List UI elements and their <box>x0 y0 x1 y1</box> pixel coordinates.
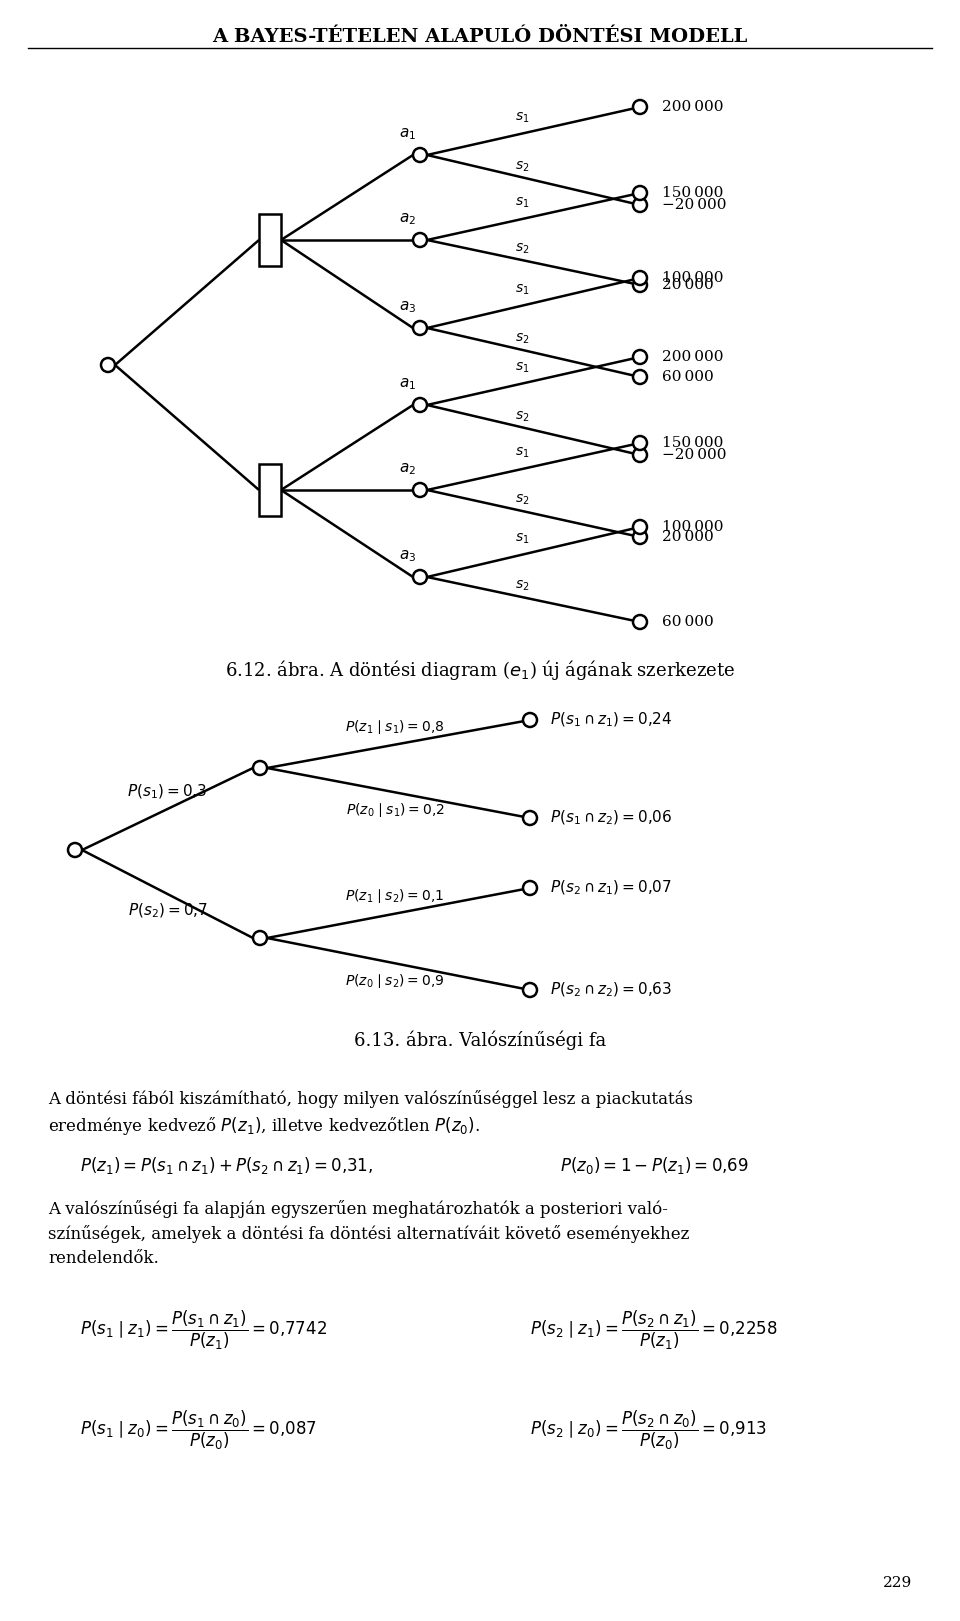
Text: $s_1$: $s_1$ <box>515 446 529 460</box>
Circle shape <box>413 399 427 412</box>
Circle shape <box>101 358 115 371</box>
Text: $a_3$: $a_3$ <box>398 548 416 564</box>
Text: 150 000: 150 000 <box>662 436 724 451</box>
Circle shape <box>633 520 647 533</box>
Text: $P(s_2 \mid z_1) = \dfrac{P(s_2 \cap z_1)}{P(z_1)} = 0{,}2258$: $P(s_2 \mid z_1) = \dfrac{P(s_2 \cap z_1… <box>530 1308 778 1352</box>
Text: $a_1$: $a_1$ <box>399 376 416 392</box>
Text: 100 000: 100 000 <box>662 520 724 533</box>
Circle shape <box>413 483 427 498</box>
Text: $s_2$: $s_2$ <box>515 410 529 425</box>
Circle shape <box>413 148 427 162</box>
Text: $P(z_0 \mid s_1) = 0{,}2$: $P(z_0 \mid s_1) = 0{,}2$ <box>346 801 444 819</box>
Circle shape <box>633 436 647 451</box>
Text: A valószínűségi fa alapján egyszerűen meghatározhatók a posteriori való-: A valószínűségi fa alapján egyszerűen me… <box>48 1200 668 1217</box>
Circle shape <box>523 810 537 825</box>
Text: 229: 229 <box>883 1576 912 1590</box>
Circle shape <box>633 614 647 629</box>
Text: rendelendők.: rendelendők. <box>48 1250 158 1268</box>
Text: 6.13. ábra. Valószínűségi fa: 6.13. ábra. Valószínűségi fa <box>354 1031 606 1050</box>
Circle shape <box>633 277 647 292</box>
Text: 200 000: 200 000 <box>662 350 724 365</box>
Text: 60 000: 60 000 <box>662 370 713 384</box>
Circle shape <box>633 447 647 462</box>
Circle shape <box>413 321 427 336</box>
Text: $a_3$: $a_3$ <box>398 300 416 314</box>
Text: $s_2$: $s_2$ <box>515 159 529 173</box>
Text: eredménye kedvező $P(z_1)$, illetve kedvezőtlen $P(z_0)$.: eredménye kedvező $P(z_1)$, illetve kedv… <box>48 1115 480 1136</box>
Text: 20 000: 20 000 <box>662 277 713 292</box>
Circle shape <box>633 530 647 545</box>
Bar <box>259 214 281 266</box>
Text: $s_1$: $s_1$ <box>515 360 529 374</box>
Circle shape <box>68 843 82 858</box>
Text: $P(z_1 \mid s_2) = 0{,}1$: $P(z_1 \mid s_2) = 0{,}1$ <box>346 887 444 905</box>
Text: $P(s_1) = 0{,}3$: $P(s_1) = 0{,}3$ <box>128 783 207 801</box>
Circle shape <box>633 271 647 285</box>
Text: $P(s_2 \mid z_0) = \dfrac{P(s_2 \cap z_0)}{P(z_0)} = 0{,}913$: $P(s_2 \mid z_0) = \dfrac{P(s_2 \cap z_0… <box>530 1409 767 1451</box>
Text: $a_1$: $a_1$ <box>399 126 416 143</box>
Text: $s_1$: $s_1$ <box>515 532 529 546</box>
Circle shape <box>633 101 647 113</box>
Circle shape <box>633 350 647 365</box>
Circle shape <box>633 370 647 384</box>
Text: $s_2$: $s_2$ <box>515 579 529 593</box>
Circle shape <box>523 982 537 997</box>
Text: $a_2$: $a_2$ <box>399 462 416 477</box>
Text: $P(s_1 \mid z_1) = \dfrac{P(s_1 \cap z_1)}{P(z_1)} = 0{,}7742$: $P(s_1 \mid z_1) = \dfrac{P(s_1 \cap z_1… <box>80 1308 327 1352</box>
Bar <box>259 464 281 515</box>
Text: $s_1$: $s_1$ <box>515 282 529 297</box>
Text: 6.12. ábra. A döntési diagram ($e_1$) új ágának szerkezete: 6.12. ábra. A döntési diagram ($e_1$) új… <box>225 658 735 682</box>
Text: 100 000: 100 000 <box>662 271 724 285</box>
Text: −20 000: −20 000 <box>662 198 727 212</box>
Text: $a_2$: $a_2$ <box>399 211 416 227</box>
Text: $P(s_2) = 0{,}7$: $P(s_2) = 0{,}7$ <box>128 901 207 921</box>
Text: A BAYES-TÉTELEN ALAPULÓ DÖNTÉSI MODELL: A BAYES-TÉTELEN ALAPULÓ DÖNTÉSI MODELL <box>212 28 748 45</box>
Text: $s_1$: $s_1$ <box>515 110 529 125</box>
Text: −20 000: −20 000 <box>662 447 727 462</box>
Text: 150 000: 150 000 <box>662 186 724 199</box>
Text: $P(s_2 \cap z_2) = 0{,}63$: $P(s_2 \cap z_2) = 0{,}63$ <box>550 981 672 999</box>
Text: $P(z_1 \mid s_1) = 0{,}8$: $P(z_1 \mid s_1) = 0{,}8$ <box>346 718 444 736</box>
Text: $P(s_1 \cap z_1) = 0{,}24$: $P(s_1 \cap z_1) = 0{,}24$ <box>550 710 672 729</box>
Circle shape <box>413 233 427 246</box>
Circle shape <box>523 880 537 895</box>
Circle shape <box>253 930 267 945</box>
Circle shape <box>413 571 427 584</box>
Text: $s_2$: $s_2$ <box>515 493 529 507</box>
Text: $P(s_1 \mid z_0) = \dfrac{P(s_1 \cap z_0)}{P(z_0)} = 0{,}087$: $P(s_1 \mid z_0) = \dfrac{P(s_1 \cap z_0… <box>80 1409 317 1451</box>
Text: $P(s_2 \cap z_1) = 0{,}07$: $P(s_2 \cap z_1) = 0{,}07$ <box>550 879 672 896</box>
Circle shape <box>253 760 267 775</box>
Text: $P(z_0) = 1 - P(z_1) = 0{,}69$: $P(z_0) = 1 - P(z_1) = 0{,}69$ <box>560 1154 749 1175</box>
Text: $s_2$: $s_2$ <box>515 332 529 347</box>
Text: $s_2$: $s_2$ <box>515 242 529 256</box>
Text: $P(s_1 \cap z_2) = 0{,}06$: $P(s_1 \cap z_2) = 0{,}06$ <box>550 809 672 827</box>
Text: 20 000: 20 000 <box>662 530 713 545</box>
Text: A döntési fából kiszámítható, hogy milyen valószínűséggel lesz a piackutatás: A döntési fából kiszámítható, hogy milye… <box>48 1089 693 1109</box>
Circle shape <box>633 186 647 199</box>
Text: színűségek, amelyek a döntési fa döntési alternatíváit követő eseményekhez: színűségek, amelyek a döntési fa döntési… <box>48 1225 689 1243</box>
Text: 200 000: 200 000 <box>662 101 724 113</box>
Text: 60 000: 60 000 <box>662 614 713 629</box>
Text: $P(z_1) = P(s_1 \cap z_1) + P(s_2 \cap z_1) = 0{,}31,$: $P(z_1) = P(s_1 \cap z_1) + P(s_2 \cap z… <box>80 1154 373 1175</box>
Circle shape <box>633 198 647 212</box>
Circle shape <box>523 713 537 726</box>
Text: $P(z_0 \mid s_2) = 0{,}9$: $P(z_0 \mid s_2) = 0{,}9$ <box>346 973 444 990</box>
Text: $s_1$: $s_1$ <box>515 196 529 211</box>
